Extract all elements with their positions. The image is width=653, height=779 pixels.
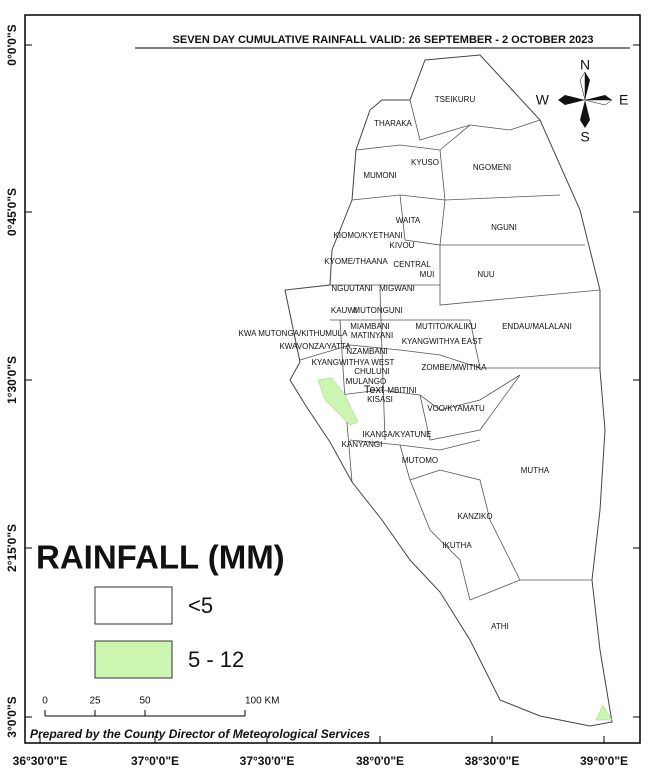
region-label: ATHI — [491, 622, 509, 631]
lat-label: 3°0'0"S — [5, 696, 19, 737]
compass — [558, 71, 613, 128]
lat-label: 0°45'0"S — [5, 188, 19, 236]
region-label: IKANGA/KYATUNE — [362, 430, 431, 439]
region-label: MUTHA — [521, 466, 550, 475]
compass-w: W — [536, 92, 550, 108]
lon-label: 37°30'0"E — [240, 754, 295, 768]
region-label: MUTITO/KALIKU — [415, 322, 476, 331]
compass-n: N — [580, 57, 590, 73]
region-label: KYOME/THAANA — [324, 257, 388, 266]
legend-label: 5 - 12 — [188, 647, 244, 672]
region-label: VOO/KYAMATU — [427, 404, 485, 413]
legend-label: <5 — [188, 593, 213, 618]
compass-s: S — [580, 129, 589, 145]
region-label: NUU — [477, 270, 495, 279]
scale-label: 100 KM — [245, 696, 279, 707]
map-title: SEVEN DAY CUMULATIVE RAINFALL VALID: 26 … — [173, 34, 594, 46]
region-label: KWA MUTONGA/KITHUMULA — [239, 329, 349, 338]
region-label: KIOMO/KYETHANI — [334, 231, 403, 240]
region-label: KYANGWITHYA EAST — [402, 337, 483, 346]
scale-label: 0 — [42, 696, 48, 707]
lon-label: 38°0'0"E — [356, 754, 404, 768]
lat-label: 1°30'0"S — [5, 356, 19, 404]
region-label: NGOMENI — [473, 163, 511, 172]
region-label: KYUSO — [411, 158, 439, 167]
region-label: MIAMBANI — [350, 322, 390, 331]
county-boundary — [284, 54, 613, 727]
region-label: WAITA — [396, 216, 421, 225]
region-label: NZAMBANI — [346, 347, 387, 356]
lon-label: 36°30'0"E — [13, 754, 68, 768]
region-label: KIVOU — [390, 241, 415, 250]
region-label: MUI — [420, 270, 435, 279]
region-label: ENDAU/MALALANI — [502, 322, 572, 331]
lat-label: 2°15'0"S — [5, 524, 19, 572]
compass-e: E — [619, 92, 628, 108]
legend-title: RAINFALL (MM) — [36, 539, 285, 576]
region-label: KWAVONZA/YATTA — [279, 342, 351, 351]
scale-label: 50 — [139, 696, 151, 707]
region-label: THARAKA — [374, 119, 412, 128]
region-label: NGUUTANI — [331, 284, 372, 293]
region-label: KAUWI — [331, 306, 357, 315]
lon-label: 39°0'0"E — [580, 754, 628, 768]
legend-swatch — [94, 586, 173, 625]
lon-label: 37°0'0"E — [131, 754, 179, 768]
region-label: Text — [364, 384, 384, 396]
lat-label: 0°0'0"S — [5, 24, 19, 65]
region-label: IKUTHA — [442, 541, 472, 550]
region-label: MUMONI — [363, 171, 396, 180]
region-label: MBITINI — [387, 386, 416, 395]
legend-swatch — [94, 640, 173, 679]
region-label: KANYANGI — [342, 440, 383, 449]
region-label: KANZIKO — [457, 512, 492, 521]
region-label: KYANGWITHYA WEST — [312, 358, 395, 367]
region-label: MUTONGUNI — [353, 306, 402, 315]
lon-label: 38°30'0"E — [465, 754, 520, 768]
rainfall-5-12-area — [317, 377, 359, 426]
region-label: TSEIKURU — [435, 95, 476, 104]
region-label: NGUNI — [491, 223, 517, 232]
region-label: CHULUNI — [354, 367, 390, 376]
region-label: MATINYANI — [351, 331, 393, 340]
region-label: MULANGO — [346, 377, 386, 386]
region-label: CENTRAL — [393, 260, 431, 269]
rainfall-5-12-area — [595, 704, 613, 721]
region-label: MIGWANI — [379, 284, 415, 293]
credit: Prepared by the County Director of Meteo… — [30, 727, 370, 741]
region-label: MUTOMO — [402, 456, 438, 465]
region-label: ZOMBE/MWITIKA — [422, 363, 488, 372]
scale-label: 25 — [89, 696, 101, 707]
ward-boundaries — [299, 99, 601, 601]
region-label: KISASI — [367, 395, 393, 404]
